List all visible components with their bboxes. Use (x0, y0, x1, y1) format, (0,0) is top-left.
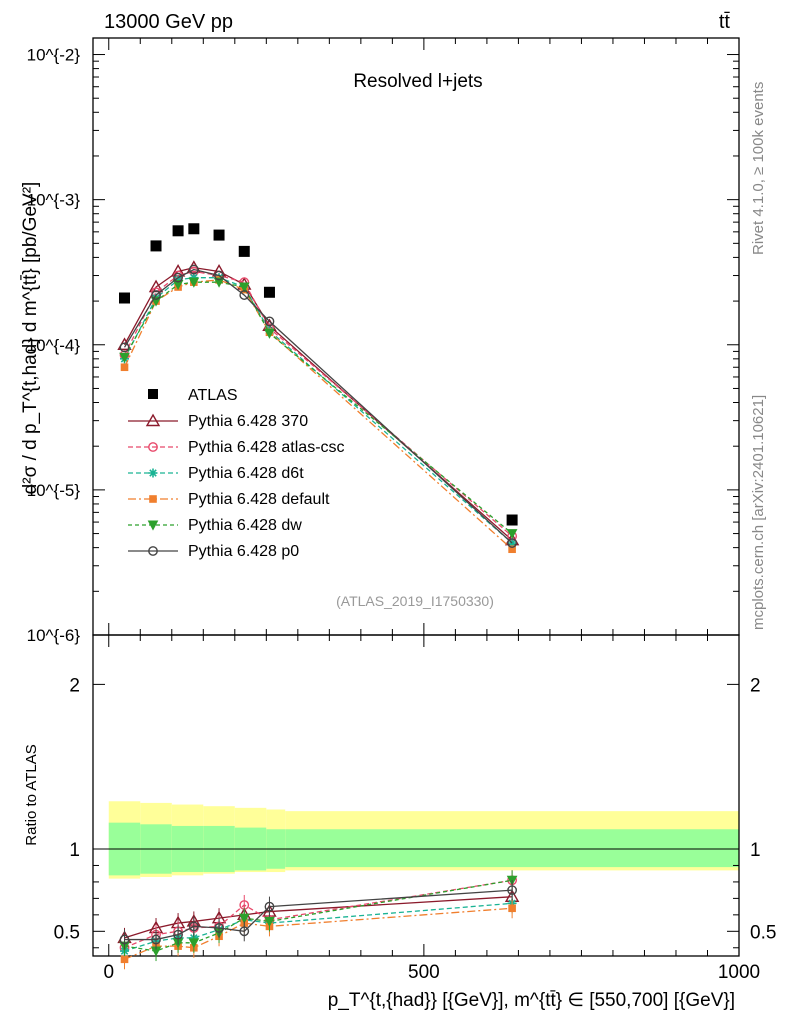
legend-marker-2 (148, 468, 158, 478)
ratio-band-inner-segment (285, 829, 739, 868)
main-y-tick-labels: 10^{-6} 10^{-5} 10^{-4} 10^{-3} 10^{-2} (27, 46, 81, 645)
series-point-2 (189, 273, 199, 283)
ratio-point-3 (120, 955, 129, 964)
series-ratio-5 (119, 880, 518, 950)
ratio-point-4 (238, 913, 250, 924)
main-axis-ticks (93, 54, 739, 636)
main-y-tick-label: 10^{-5} (27, 481, 81, 500)
ratio-point-5 (173, 929, 183, 940)
series-point-5 (264, 316, 275, 327)
series-line-4 (123, 281, 513, 535)
process-label: tt̄ (719, 11, 731, 33)
ratio-point-5 (119, 934, 130, 945)
ratio-y-tick-labels: 0.5 1 2 0.5 1 2 (54, 675, 777, 943)
analysis-tag: (ATLAS_2019_I1750330) (336, 593, 494, 609)
legend-marker-0 (145, 413, 161, 427)
series-point-3 (120, 363, 129, 372)
legend-label-atlas: ATLAS (188, 387, 238, 404)
atlas-data-point (150, 240, 162, 252)
series-point-5 (151, 290, 161, 300)
series-point-4 (264, 328, 275, 339)
energy-label: 13000 GeV pp (104, 11, 233, 33)
ratio-point-5 (239, 926, 250, 937)
ratio-y-tick-label-right: 0.5 (750, 922, 776, 943)
atlas-data-point (119, 292, 131, 304)
main-y-tick-label: 10^{-6} (27, 626, 81, 645)
legend-label: Pythia 6.428 370 (188, 413, 308, 430)
ratio-y-tick-label: 0.5 (54, 922, 80, 943)
main-y-axis-label: d²σ / d p_T^{t,had} d m^{tt̄} [pb/GeV²] (20, 182, 41, 495)
ratio-y-tick-label-right: 2 (750, 675, 761, 696)
ratio-y-tick-label: 2 (69, 675, 80, 696)
legend-label: Pythia 6.428 dw (188, 517, 302, 534)
legend-label: Pythia 6.428 default (188, 491, 330, 508)
ratio-point-5 (264, 901, 275, 912)
ratio-line-4 (124, 879, 513, 952)
series-main-4 (119, 277, 518, 540)
atlas-data-point (188, 223, 200, 235)
atlas-data-point (263, 286, 275, 298)
series-point-4 (188, 277, 200, 288)
x-axis-ticks (108, 38, 740, 956)
main-y-tick-label: 10^{-3} (27, 191, 81, 210)
series-point-5 (507, 538, 518, 548)
ratio-y-tick-label-right: 1 (750, 840, 761, 861)
series-point-5 (119, 342, 130, 353)
series-point-3 (508, 545, 516, 554)
series-point-4 (172, 280, 184, 291)
x-tick-label: 0 (103, 962, 114, 983)
legend-marker-3 (149, 495, 157, 503)
ratio-y-axis-label: Ratio to ATLAS (23, 744, 40, 845)
atlas-data-point (213, 229, 225, 241)
main-y-tick-label: 10^{-4} (27, 336, 81, 355)
legend-entry-atlas: ATLAS (148, 387, 238, 404)
series-point-4 (506, 529, 518, 540)
mcplots-source-label: mcplots.cern.ch [arXiv:2401.10621] (750, 395, 767, 630)
atlas-data-point (506, 514, 518, 526)
ratio-point-5 (214, 923, 224, 933)
series-point-4 (238, 282, 250, 293)
series-point-5 (188, 264, 199, 275)
ratio-y-tick-label: 1 (69, 840, 80, 861)
series-point-5 (214, 270, 224, 281)
x-tick-labels: 0 500 1000 (103, 962, 760, 983)
ratio-panel-series (117, 870, 520, 970)
plot-title: Resolved l+jets (353, 71, 482, 92)
legend-marker-1 (148, 442, 158, 452)
atlas-data-point (172, 225, 184, 237)
series-point-4 (213, 277, 225, 288)
x-tick-label: 1000 (718, 962, 760, 983)
rivet-version-label: Rivet 4.1.0, ≥ 100k events (750, 82, 767, 255)
series-point-4 (119, 352, 130, 363)
ratio-line-5 (124, 889, 513, 941)
series-main-3 (120, 276, 516, 554)
legend-label: Pythia 6.428 d6t (188, 465, 304, 482)
legend-marker-atlas (148, 389, 158, 399)
ratio-point-4 (188, 938, 200, 949)
ratio-point-5 (151, 934, 161, 945)
ratio-point-5 (188, 921, 199, 932)
atlas-data-point (238, 245, 250, 257)
ratio-point-4 (264, 916, 275, 927)
legend-label: Pythia 6.428 p0 (188, 543, 299, 560)
ratio-point-5 (507, 885, 518, 896)
legend-marker-5 (148, 546, 158, 556)
series-point-5 (173, 272, 183, 283)
main-panel-series (117, 223, 520, 554)
legend-label: Pythia 6.428 atlas-csc (188, 439, 345, 456)
legend: ATLAS Pythia 6.428 370 Pythia 6.428 atla… (128, 387, 345, 560)
x-axis-label: p_T^{t,{had}} [{GeV}], m^{tt̄} ∈ [550,70… (328, 990, 735, 1011)
ratio-point-3 (508, 904, 516, 913)
x-tick-label: 500 (408, 962, 440, 983)
series-line-3 (123, 279, 513, 550)
ratio-panel-frame (92, 634, 740, 957)
series-point-2 (173, 275, 183, 285)
legend-marker-4 (147, 520, 159, 531)
series-main-5 (119, 264, 518, 548)
ratio-uncertainty-band (108, 801, 739, 879)
series-point-5 (239, 290, 250, 300)
main-y-tick-label: 10^{-2} (27, 46, 81, 65)
ratio-axis-ticks (93, 683, 739, 949)
